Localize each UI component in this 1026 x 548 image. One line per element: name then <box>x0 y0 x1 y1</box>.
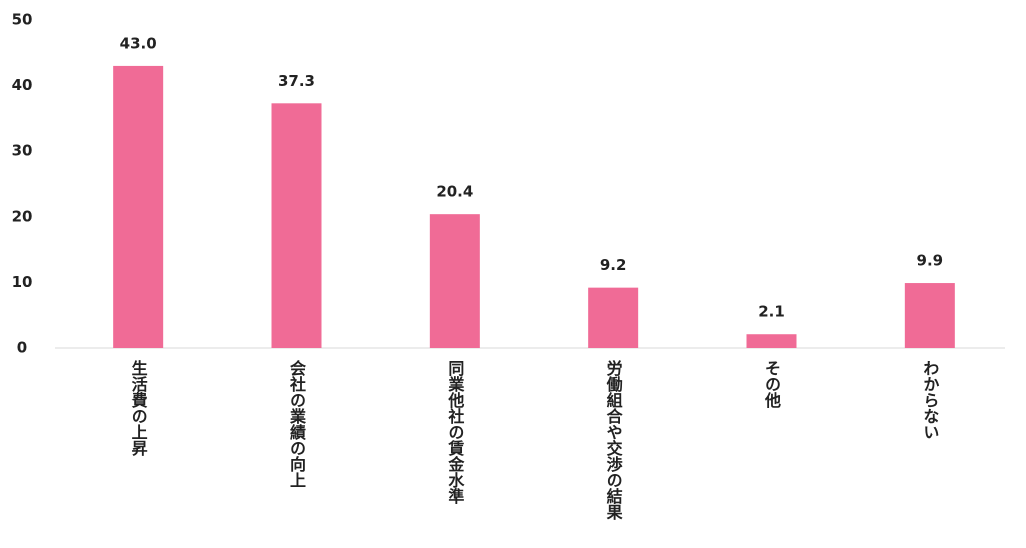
y-tick-label: 40 <box>12 76 33 94</box>
data-label: 2.1 <box>758 303 785 321</box>
bar <box>429 214 480 348</box>
data-label: 9.2 <box>600 256 627 274</box>
bar <box>588 287 639 348</box>
x-tick-label: 同業他社の賃金水準 <box>445 360 465 505</box>
bar <box>746 334 797 348</box>
data-label: 20.4 <box>436 183 473 201</box>
y-tick-label: 20 <box>12 207 33 225</box>
bar <box>271 103 322 348</box>
y-tick-label: 30 <box>12 142 33 160</box>
x-tick-label: わからない <box>920 360 939 440</box>
y-tick-label: 10 <box>12 273 33 291</box>
data-label: 37.3 <box>278 72 315 90</box>
x-tick-label: 生活費の上昇 <box>129 359 148 457</box>
y-tick-label: 50 <box>12 11 33 29</box>
y-tick-label: 0 <box>17 339 27 357</box>
bar <box>904 283 955 348</box>
data-label: 9.9 <box>917 252 944 270</box>
bar <box>113 65 164 349</box>
x-tick-label: 会社の業績の向上 <box>287 359 307 488</box>
data-label: 43.0 <box>120 34 157 52</box>
x-tick-label: 労働組合や交渉の結果 <box>604 359 624 521</box>
x-tick-label: その他 <box>762 360 782 409</box>
